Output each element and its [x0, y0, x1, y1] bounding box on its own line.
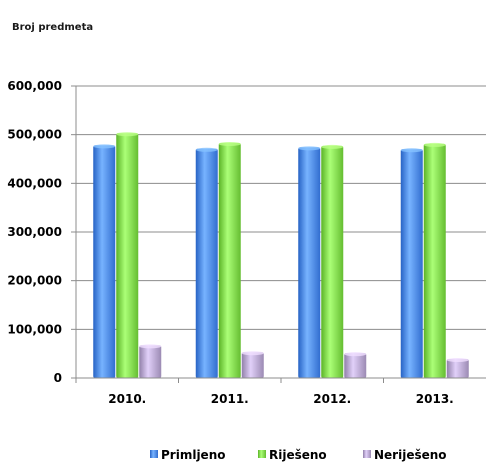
bars [93, 132, 469, 378]
bar-top-cap [195, 147, 218, 152]
y-tick-label: 200,000 [7, 274, 62, 288]
bar-primljeno-2 [298, 147, 321, 378]
y-tick-label: 0 [54, 371, 62, 385]
bar-top-cap [241, 351, 264, 356]
bar-top-cap [139, 344, 162, 349]
bar-primljeno-1 [195, 148, 218, 378]
y-tick-label: 100,000 [7, 322, 62, 336]
bar-rije-eno-1 [218, 142, 241, 378]
bar-top-cap [446, 358, 469, 363]
bar-primljeno-0 [93, 145, 116, 378]
y-tick-label: 300,000 [7, 225, 62, 239]
bar-rije-eno-0 [116, 133, 139, 378]
bar-top-cap [423, 142, 446, 147]
x-tick-label: 2010. [108, 392, 146, 406]
x-tick-label: 2011. [211, 392, 249, 406]
bar-primljeno-3 [400, 149, 423, 378]
bar-rije-eno-2 [321, 145, 344, 378]
bar-nerije-eno-1 [241, 352, 264, 378]
bar-top-cap [298, 146, 321, 151]
bar-top-cap [93, 144, 116, 149]
legend-swatch-nerije-eno [363, 450, 371, 458]
bar-top-cap [218, 141, 241, 146]
bar-nerije-eno-2 [344, 353, 367, 378]
bar-rije-eno-3 [423, 143, 446, 378]
bar-top-cap [116, 132, 139, 137]
y-tick-label: 500,000 [7, 128, 62, 142]
chart-title: Broj predmeta [12, 22, 94, 33]
legend: Primljeno Riješeno Neriješeno [150, 448, 447, 462]
tick-labels: 0 100,000 200,000 300,000 400,000 500,000 600,… [7, 79, 453, 406]
y-tick-label: 600,000 [7, 79, 62, 93]
x-tick-label: 2012. [313, 392, 351, 406]
x-tick-label: 2013. [416, 392, 454, 406]
bar-nerije-eno-0 [139, 345, 162, 378]
legend-swatch-rije-eno [258, 450, 266, 458]
legend-label: Neriješeno [374, 448, 447, 462]
axes [71, 85, 486, 383]
y-tick-label: 400,000 [7, 176, 62, 190]
bar-nerije-eno-3 [446, 359, 469, 378]
bar-top-cap [321, 144, 344, 149]
legend-swatch-primljeno [150, 450, 158, 458]
bar-top-cap [400, 148, 423, 153]
legend-label: Primljeno [161, 448, 225, 462]
bar-top-cap [344, 352, 367, 357]
legend-label: Riješeno [269, 448, 327, 462]
